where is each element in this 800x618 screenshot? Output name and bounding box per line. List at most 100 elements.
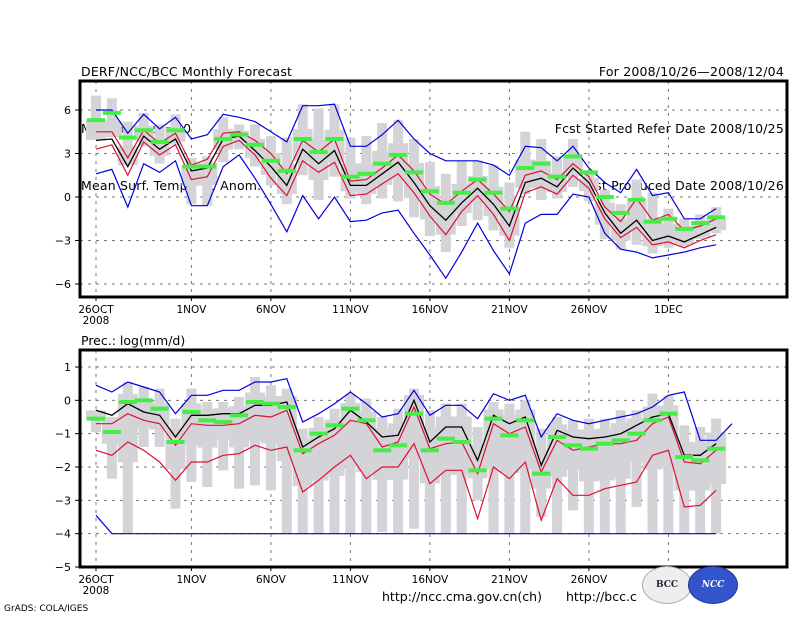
ytick-label: 0 [64, 191, 71, 204]
control-marker [579, 446, 598, 451]
control-marker [373, 448, 392, 453]
ytick-label: −5 [55, 561, 71, 574]
bcc-url-link[interactable]: http://bcc.c [566, 589, 637, 604]
control-marker [277, 405, 296, 409]
control-marker [293, 137, 312, 141]
xtick-label: 11NOV [332, 304, 369, 316]
ensemble-box [578, 177, 599, 191]
ncc-logo-text: NCC [701, 580, 725, 590]
control-marker [420, 448, 439, 453]
ensemble-box [324, 419, 345, 476]
ensemble-whisker [106, 418, 117, 479]
control-marker [102, 110, 121, 115]
control-marker [468, 177, 487, 182]
control-marker [198, 164, 217, 169]
control-marker [611, 210, 630, 215]
prec-plot-frame [78, 348, 789, 569]
control-marker [214, 420, 233, 424]
ensemble-box [388, 423, 409, 480]
ensemble-box [340, 402, 361, 466]
series-max-line [95, 378, 733, 441]
ensemble-box [86, 410, 106, 421]
control-marker [500, 433, 519, 438]
control-marker [389, 443, 408, 448]
control-marker [150, 139, 169, 144]
control-marker [595, 441, 614, 446]
control-marker [548, 174, 567, 179]
control-marker [293, 448, 312, 453]
ytick-label: 6 [64, 104, 71, 117]
control-marker [166, 440, 185, 444]
ytick-label: −1 [55, 428, 71, 441]
forecast-period: For 2008/10/26—2008/12/04 [598, 64, 784, 79]
ensemble-box [674, 441, 695, 491]
ensemble-box [260, 396, 281, 444]
control-marker [405, 411, 423, 416]
ensemble-box [101, 120, 122, 138]
ytick-label: 0 [64, 394, 71, 407]
control-marker [182, 164, 201, 169]
ensemble-box [419, 427, 440, 484]
series-max-line [96, 103, 717, 220]
control-marker [516, 166, 535, 170]
control-marker [230, 413, 249, 418]
control-marker [134, 398, 153, 403]
control-marker [325, 423, 344, 428]
control-marker [564, 443, 582, 448]
ytick-label: −3 [55, 235, 71, 248]
control-marker [707, 446, 726, 451]
control-marker [436, 436, 455, 441]
control-marker [150, 406, 169, 411]
ensemble-whisker [409, 388, 419, 529]
control-marker [691, 458, 710, 463]
control-marker [214, 137, 233, 141]
control-marker [357, 418, 376, 423]
ytick-label: 3 [64, 148, 71, 161]
ensemble-box [483, 409, 504, 469]
xtick-sublabel: 2008 [83, 315, 110, 327]
control-marker [277, 168, 296, 173]
control-marker [516, 418, 535, 423]
xtick-label: 26OCT [78, 304, 114, 316]
control-marker [373, 161, 392, 166]
control-marker [118, 135, 137, 140]
ytick-label: −3 [55, 494, 71, 507]
control-marker [261, 158, 280, 163]
control-marker [484, 190, 503, 195]
control-marker [659, 411, 678, 416]
ensemble-box [563, 154, 583, 177]
ensemble-box [706, 218, 727, 231]
control-marker [532, 471, 551, 476]
control-marker [341, 406, 360, 411]
control-marker [357, 171, 376, 176]
forecast-title: DERF/NCC/BCC Monthly Forecast [81, 64, 293, 79]
control-marker [341, 174, 360, 179]
control-marker [436, 200, 455, 205]
control-marker [420, 189, 439, 194]
series-min-line [95, 514, 717, 535]
control-marker [405, 170, 423, 175]
control-marker [627, 431, 646, 436]
ensemble-whisker [122, 121, 133, 164]
control-marker [579, 170, 598, 175]
bcc-logo: BCC [642, 566, 692, 604]
ensemble-box [690, 225, 711, 237]
start-date: Fcst Started Refer Date 2008/10/25 [554, 121, 784, 136]
control-marker [532, 161, 551, 166]
xtick-label: 6NOV [256, 574, 287, 586]
control-marker [627, 197, 646, 202]
xtick-label: 16NOV [412, 304, 449, 316]
xtick-sublabel: 2008 [83, 585, 110, 597]
xtick-label: 11NOV [332, 574, 369, 586]
ensemble-box [610, 423, 631, 479]
control-marker [182, 410, 201, 414]
ensemble-box [499, 414, 520, 474]
ncc-url-link[interactable]: http://ncc.cma.gov.cn(ch) [382, 589, 542, 604]
ytick-label: −4 [55, 528, 71, 541]
ensemble-box [86, 120, 106, 140]
ytick-label: 1 [64, 361, 71, 374]
control-marker [484, 416, 503, 421]
control-marker [198, 418, 217, 423]
control-marker [500, 206, 519, 211]
series-lower-line [95, 139, 717, 249]
